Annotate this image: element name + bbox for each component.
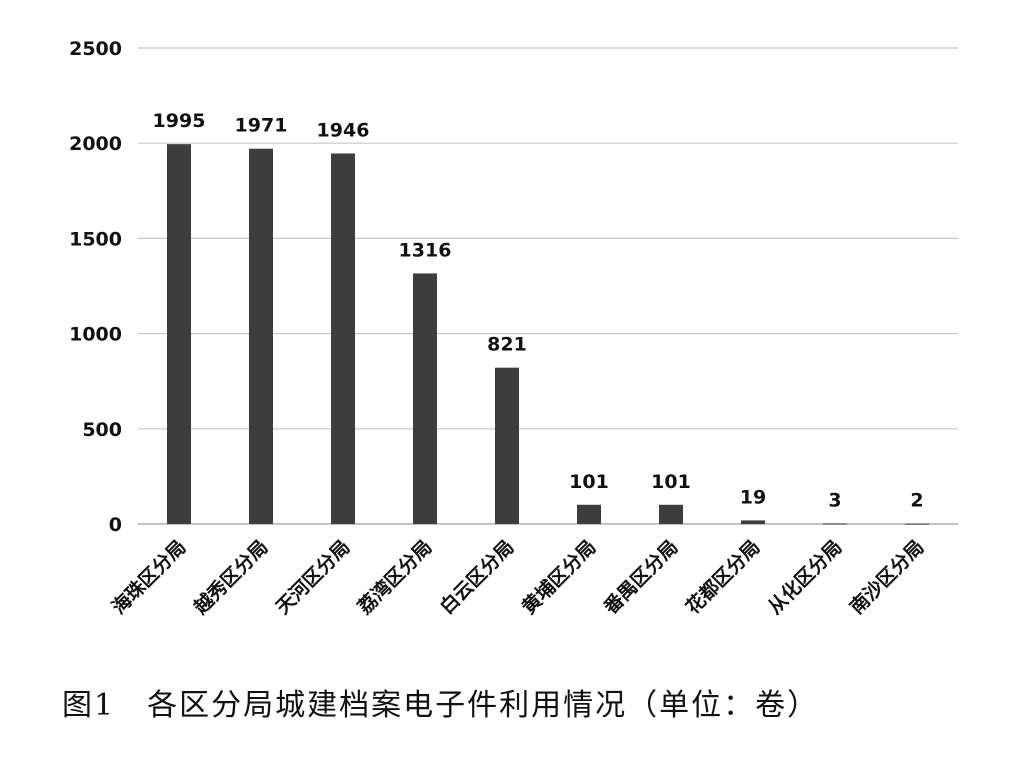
bar: [331, 153, 355, 524]
data-label: 821: [487, 334, 527, 356]
x-category-label: 花都区分局: [681, 535, 764, 618]
bar: [413, 273, 437, 524]
data-label: 3: [828, 489, 841, 511]
figure-caption: 图1 各区分局城建档案电子件利用情况（单位：卷）: [62, 688, 820, 723]
bar: [659, 504, 683, 524]
x-category-label: 番禺区分局: [599, 536, 682, 619]
data-label: 2: [910, 490, 923, 512]
bar: [577, 504, 601, 524]
x-category-label: 南沙区分局: [846, 536, 929, 619]
bar: [495, 367, 519, 524]
data-label: 1995: [153, 110, 206, 132]
data-label: 1316: [399, 239, 452, 261]
bar: [741, 520, 765, 524]
bar: [249, 148, 273, 524]
x-category-label: 荔湾区分局: [353, 535, 436, 618]
x-category-label: 黄埔区分局: [517, 535, 600, 618]
y-tick-label: 500: [82, 419, 122, 441]
x-axis-category-labels: 海珠区分局 越秀区分局 天河区分局 荔湾区分局 白云区分局 黄埔区分局 番禺区分局 花都区分局…: [107, 535, 928, 619]
gridlines: [138, 47, 958, 525]
x-category-label: 从化区分局: [763, 535, 846, 618]
data-label: 101: [569, 471, 609, 493]
bar: [905, 523, 929, 525]
data-label: 19: [740, 486, 766, 508]
data-label: 101: [651, 471, 691, 493]
y-tick-label: 1000: [69, 324, 122, 346]
x-category-label: 白云区分局: [435, 535, 518, 618]
y-tick-label: 0: [109, 514, 122, 536]
data-label: 1946: [317, 119, 370, 141]
bars: [167, 144, 929, 525]
x-category-label: 越秀区分局: [188, 535, 272, 619]
y-tick-label: 2000: [69, 133, 122, 155]
y-tick-label: 1500: [69, 228, 122, 250]
x-category-label: 天河区分局: [272, 536, 355, 619]
data-label: 1971: [235, 115, 288, 137]
data-labels: 1995 1971 1946 1316 821 101 101 19 3 2: [153, 110, 924, 511]
bar-chart: 0 500 1000 1500 2000 2500 1995 1971 1946 1316 821…: [69, 38, 958, 619]
y-tick-label: 2500: [69, 38, 122, 60]
bar: [823, 523, 847, 525]
x-category-label: 海珠区分局: [107, 535, 190, 618]
bar: [167, 144, 191, 525]
y-axis-tick-labels: 0 500 1000 1500 2000 2500: [69, 38, 122, 536]
